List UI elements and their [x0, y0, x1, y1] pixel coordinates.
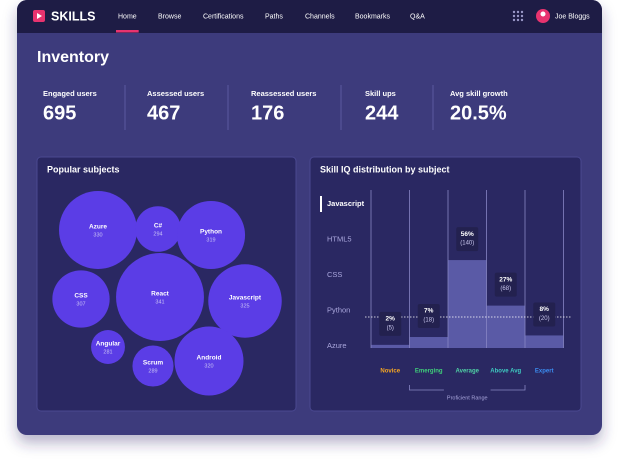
nav-bar [17, 0, 602, 33]
value-badge [417, 304, 440, 329]
bubble-label: Javascript [229, 295, 262, 302]
bubble-value: 320 [204, 363, 213, 369]
range-label-bg [443, 388, 491, 392]
distribution-bar [371, 344, 410, 348]
value-label: 7% [424, 308, 434, 315]
bubble-value: 294 [153, 231, 162, 237]
value-badge [494, 272, 517, 297]
bubble-label: React [151, 291, 170, 298]
subject-item[interactable]: Python [327, 305, 350, 314]
bubble-label: Azure [89, 224, 107, 231]
category-label: Expert [535, 369, 554, 375]
count-label: (140) [460, 241, 474, 247]
subject-item[interactable]: CSS [327, 270, 342, 279]
bubble-value: 307 [76, 301, 85, 307]
bubble-label: Android [197, 355, 222, 362]
bubble-label: Angular [96, 341, 121, 348]
count-label: (5) [387, 325, 394, 331]
distribution-bar [525, 335, 564, 348]
stat-label: Engaged users [43, 89, 97, 98]
distribution-bar [409, 337, 448, 348]
value-label: 27% [499, 276, 512, 283]
bubble-value: 341 [155, 299, 164, 305]
nav-item[interactable]: Certifications [203, 13, 244, 20]
nav-item[interactable]: Browse [158, 13, 181, 20]
subject-item[interactable]: Azure [327, 341, 347, 350]
value-badge [379, 311, 402, 336]
active-indicator [116, 30, 139, 33]
bubble[interactable] [176, 200, 246, 270]
stat-label: Skill ups [365, 89, 396, 98]
stat-value: 176 [251, 102, 284, 124]
logo-glyph [37, 13, 42, 19]
category-label: Average [456, 369, 480, 375]
nav-item[interactable]: Paths [265, 13, 283, 20]
bubble-label: Python [200, 229, 222, 236]
stat-label: Avg skill growth [450, 89, 508, 98]
bubble[interactable] [91, 330, 125, 364]
bubble[interactable] [208, 264, 282, 338]
nav-item[interactable]: Channels [305, 13, 335, 20]
panel-title: Popular subjects [47, 164, 120, 174]
value-badge [533, 302, 556, 327]
value-badge [456, 227, 479, 252]
bubble[interactable] [116, 253, 204, 341]
bubble[interactable] [59, 191, 137, 269]
distribution-bar [486, 305, 525, 348]
bubble[interactable] [132, 345, 174, 387]
page-title: Inventory [37, 49, 109, 66]
apps-icon[interactable] [512, 10, 524, 22]
value-label: 2% [386, 316, 396, 323]
value-label: 8% [540, 306, 550, 313]
count-label: (18) [423, 318, 434, 324]
value-label: 56% [461, 231, 474, 238]
bubble-value: 325 [240, 303, 249, 309]
bubble-label: CSS [74, 293, 88, 300]
avatar-head [540, 11, 546, 17]
bubble-value: 289 [148, 368, 157, 374]
stat-value: 20.5% [450, 102, 507, 124]
bubble[interactable] [52, 270, 110, 328]
bubble-value: 281 [103, 349, 112, 355]
bubble-value: 319 [206, 237, 215, 243]
subject-item[interactable]: Javascript [327, 199, 365, 208]
stat-value: 467 [147, 102, 180, 124]
user-name[interactable]: Joe Bloggs [555, 13, 590, 20]
stat-label: Assessed users [147, 89, 204, 98]
bubble[interactable] [135, 206, 181, 252]
nav-item[interactable]: Home [118, 13, 137, 20]
count-label: (20) [539, 316, 550, 322]
stat-label: Reassessed users [251, 89, 316, 98]
bubble-label: Scrum [143, 360, 163, 367]
category-label: Emerging [415, 369, 443, 375]
panel-title: Skill IQ distribution by subject [320, 164, 450, 174]
stat-value: 244 [365, 102, 399, 124]
range-label: Proficient Range [447, 395, 488, 401]
selected-indicator [320, 196, 322, 212]
bubble[interactable] [174, 326, 244, 396]
brand: SKILLS [51, 9, 95, 23]
category-label: Novice [380, 369, 400, 375]
count-label: (68) [500, 286, 511, 292]
bubble-value: 330 [93, 232, 102, 238]
distribution-bar [448, 260, 487, 348]
nav-item[interactable]: Bookmarks [355, 13, 391, 20]
subject-item[interactable]: HTML5 [327, 234, 352, 243]
category-label: Above Avg [490, 369, 521, 375]
bubble-label: C# [154, 223, 163, 230]
nav-item[interactable]: Q&A [410, 13, 425, 20]
stat-value: 695 [43, 102, 76, 124]
